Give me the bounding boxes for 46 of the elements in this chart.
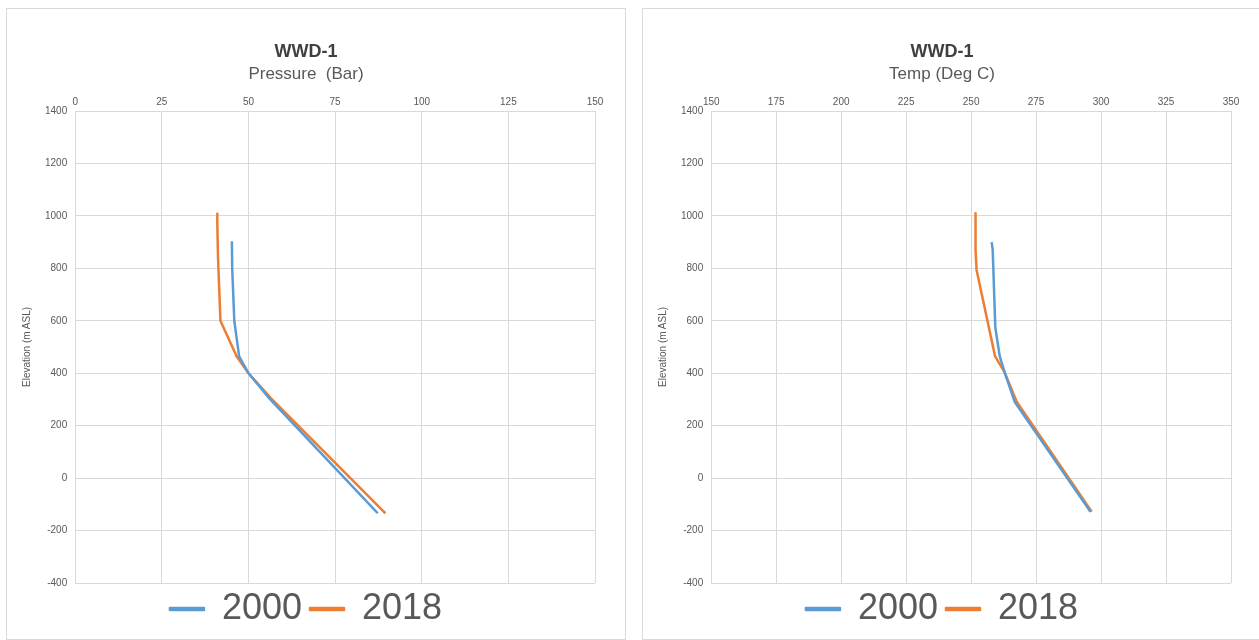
x-tick-label: 150 — [586, 95, 604, 107]
chart-title: WWD-1 — [274, 40, 338, 61]
x-tick-label: 200 — [832, 95, 850, 107]
y-tick-label: 600 — [686, 314, 704, 326]
y-tick-label: 400 — [50, 366, 68, 378]
x-tick-label: 25 — [156, 95, 168, 107]
y-tick-label: 800 — [686, 262, 704, 274]
x-tick-label: 75 — [329, 95, 342, 107]
y-tick-label: 0 — [61, 471, 68, 483]
legend-label: 2018 — [362, 585, 443, 627]
x-tick-label: 225 — [897, 95, 915, 107]
y-tick-label: 1200 — [45, 157, 68, 169]
y-tick-label: 800 — [50, 262, 68, 274]
y-tick-label: 1400 — [681, 104, 704, 116]
x-tick-label: 350 — [1222, 95, 1240, 107]
y-tick-label: 400 — [686, 366, 704, 378]
y-tick-label: -400 — [683, 576, 704, 588]
chart-title: WWD-1 — [910, 40, 974, 61]
chart-subtitle: Pressure (Bar) — [248, 64, 364, 84]
y-tick-label: 0 — [697, 471, 704, 483]
legend-label: 2000 — [857, 585, 939, 627]
legend-label: 2018 — [998, 585, 1079, 627]
x-tick-label: 100 — [413, 95, 431, 107]
y-tick-label: 1200 — [681, 157, 704, 169]
y-axis-title: Elevation (m ASL) — [20, 306, 32, 388]
x-tick-label: 275 — [1027, 95, 1045, 107]
legend-label: 2000 — [221, 585, 303, 627]
y-tick-label: -400 — [47, 576, 68, 588]
x-tick-label: 150 — [702, 95, 721, 107]
x-tick-label: 325 — [1157, 95, 1175, 107]
y-tick-label: 1400 — [45, 104, 68, 116]
y-tick-label: -200 — [47, 524, 68, 536]
x-tick-label: 250 — [962, 95, 980, 107]
x-tick-label: 0 — [72, 95, 79, 107]
y-tick-label: 200 — [686, 419, 704, 431]
chart-subtitle: Temp (Deg C) — [889, 64, 995, 84]
x-tick-label: 50 — [242, 95, 255, 107]
y-tick-label: 1000 — [45, 209, 68, 221]
y-tick-label: -200 — [683, 524, 704, 536]
y-tick-label: 1000 — [681, 209, 704, 221]
x-tick-label: 125 — [500, 95, 518, 107]
x-tick-label: 175 — [767, 95, 785, 107]
y-tick-label: 600 — [50, 314, 68, 326]
y-tick-label: 200 — [50, 419, 68, 431]
y-axis-title: Elevation (m ASL) — [656, 306, 668, 388]
x-tick-label: 300 — [1092, 95, 1110, 107]
